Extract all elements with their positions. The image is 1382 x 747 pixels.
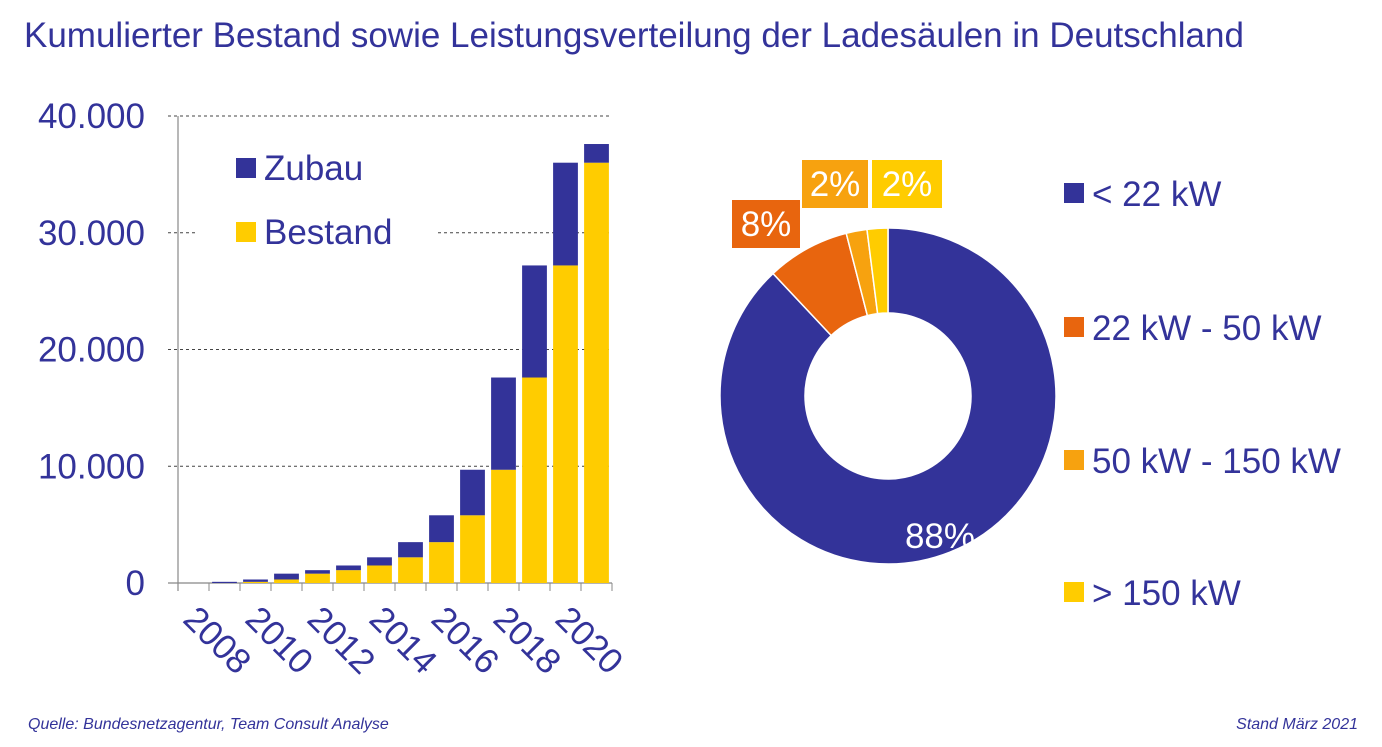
bar-bestand	[584, 162, 609, 583]
donut-chart: 88% 8% 2% 2% < 22 kW 22 kW - 50 kW 50 kW - 150…	[719, 160, 1341, 613]
bar-zubau	[243, 579, 268, 582]
x-tick-label: 2014	[362, 599, 445, 682]
data-label-box	[732, 200, 800, 248]
bar-bestand	[429, 542, 454, 583]
bar-zubau	[584, 144, 609, 163]
x-tick-label: 2020	[548, 599, 631, 682]
data-label: 2%	[882, 165, 933, 204]
legend-label: 50 kW - 150 kW	[1092, 442, 1341, 481]
legend-swatch	[1064, 317, 1084, 337]
bar-bestand	[336, 570, 361, 583]
bar-zubau	[460, 469, 485, 516]
bar-zubau	[305, 570, 330, 574]
bar-zubau	[429, 515, 454, 543]
data-label-box	[872, 160, 942, 208]
data-label: 2%	[810, 165, 861, 204]
donut-slice	[719, 227, 1057, 565]
bar-bestand	[305, 573, 330, 583]
y-tick-label: 40.000	[38, 97, 145, 136]
bar-zubau	[522, 265, 547, 378]
bar-zubau	[367, 557, 392, 566]
bar-zubau	[491, 377, 516, 470]
x-tick-label: 2016	[424, 599, 507, 682]
source-note: Quelle: Bundesnetzagentur, Team Consult …	[28, 716, 389, 733]
bar-zubau	[398, 542, 423, 558]
y-tick-label: 30.000	[38, 214, 145, 253]
donut-slice	[866, 227, 889, 315]
x-tick-label: 2010	[238, 599, 321, 682]
y-tick-label: 10.000	[38, 447, 145, 486]
data-label: 88%	[905, 517, 975, 556]
bar-bestand	[553, 265, 578, 583]
bar-bestand	[522, 377, 547, 583]
bar-bestand	[460, 515, 485, 583]
y-tick-label: 20.000	[38, 331, 145, 370]
date-note: Stand März 2021	[1236, 716, 1358, 733]
data-label-box	[802, 160, 868, 208]
chart-title: Kumulierter Bestand sowie Leistungsverte…	[24, 16, 1244, 55]
bar-bestand	[398, 557, 423, 583]
legend-label: > 150 kW	[1092, 574, 1241, 613]
legend-label: < 22 kW	[1092, 175, 1221, 214]
legend-label: Bestand	[264, 213, 392, 252]
legend-swatch	[1064, 450, 1084, 470]
x-tick-label: 2012	[300, 599, 383, 682]
legend-swatch	[236, 158, 256, 178]
legend-label: 22 kW - 50 kW	[1092, 309, 1321, 348]
bar-zubau	[336, 565, 361, 571]
data-label: 8%	[741, 205, 792, 244]
x-tick-label: 2008	[176, 599, 259, 682]
bar-bestand	[491, 469, 516, 583]
legend-swatch	[1064, 582, 1084, 602]
x-tick-label: 2018	[486, 599, 569, 682]
bar-zubau	[212, 581, 237, 583]
y-tick-label: 0	[126, 564, 145, 603]
bar-zubau	[274, 573, 299, 580]
bar-zubau	[553, 162, 578, 266]
legend-swatch	[236, 222, 256, 242]
bar-bestand	[367, 565, 392, 583]
bar-bestand	[274, 579, 299, 583]
stacked-bar-chart: 010.00020.00030.00040.000200820102012201…	[38, 97, 631, 682]
legend-label: Zubau	[264, 149, 363, 188]
legend-swatch	[1064, 183, 1084, 203]
bar-bestand	[243, 581, 268, 583]
